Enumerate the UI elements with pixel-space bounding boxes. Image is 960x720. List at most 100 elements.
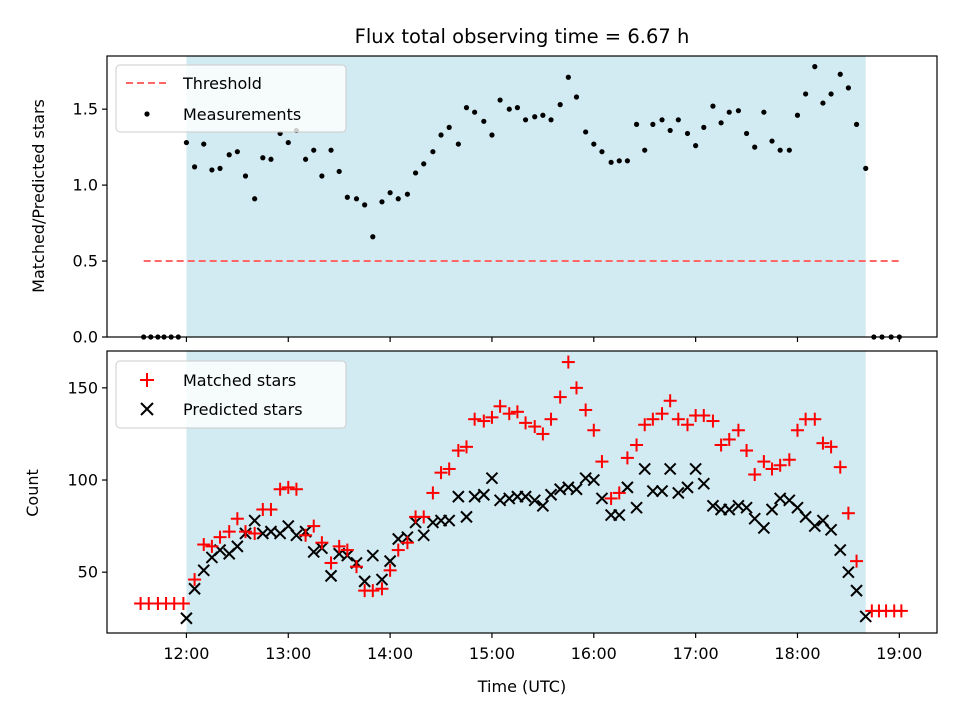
measurement-point (828, 91, 834, 97)
measurement-point (718, 120, 724, 126)
matched-star-point (442, 462, 456, 476)
predicted-star-point (536, 499, 550, 513)
measurement-point (362, 202, 368, 208)
predicted-star-point (231, 540, 244, 553)
x-tick-label: 16:00 (571, 644, 617, 663)
matched-star-point (663, 394, 677, 408)
x-axis-label: Time (UTC) (477, 677, 566, 696)
predicted-star-point (859, 610, 872, 623)
matched-star-point (595, 455, 609, 469)
measurement-point (573, 94, 580, 100)
measurement-point (812, 64, 818, 70)
matched-star-point (375, 582, 389, 596)
matched-star-point (638, 418, 652, 432)
measurement-point (633, 121, 640, 127)
matched-star-point (731, 423, 745, 437)
measurement-point (344, 194, 350, 200)
matched-star-point (808, 412, 822, 426)
matched-star-point (176, 597, 190, 611)
bottom-legend: Matched stars Predicted stars (115, 360, 347, 429)
matched-star-point (740, 444, 754, 458)
measurement-point (311, 147, 317, 153)
measurement-point (616, 158, 622, 164)
measurement-point (710, 103, 716, 109)
measurement-point (446, 124, 452, 130)
predicted-star-point (477, 488, 491, 501)
measurement-point (489, 132, 495, 138)
predicted-star-point (290, 529, 303, 542)
top-legend: Threshold Measurements (115, 64, 347, 133)
matched-star-point (620, 451, 634, 465)
matched-star-point (824, 440, 838, 454)
top-y-tick-label: 1.5 (73, 100, 98, 119)
top-axes-frame (106, 55, 938, 338)
matched-star-point (222, 525, 236, 539)
measurement-point (463, 105, 470, 111)
predicted-star-point (808, 519, 821, 533)
matched-star-point (426, 486, 440, 500)
predicted-star-point (570, 483, 583, 496)
measurement-point (853, 121, 860, 127)
measurement-point (522, 117, 529, 123)
measurement-point (302, 156, 309, 162)
predicted-star-point (595, 492, 609, 505)
measurement-point (726, 109, 732, 115)
predicted-star-point (773, 492, 787, 505)
x-tick-label: 17:00 (673, 644, 719, 663)
measurement-point (583, 129, 589, 135)
predicted-star-point (630, 501, 643, 514)
matched-star-point (816, 436, 830, 450)
measurement-point (472, 109, 478, 115)
matched-star-point (239, 525, 253, 539)
predicted-star-point (697, 477, 710, 490)
x-tick-label: 19:00 (876, 644, 922, 663)
matched-star-point (366, 584, 380, 598)
measurement-point (650, 121, 656, 127)
matched-star-point (561, 355, 575, 369)
predicted-star-point (748, 512, 761, 525)
measurement-point (514, 105, 521, 111)
top-panel: 0.0 0.5 1.0 1.5 Matched/Predicted stars Thr… (29, 55, 938, 347)
matched-star-point (655, 407, 669, 421)
legend-matched-swatch (140, 373, 154, 387)
measurement-point (803, 91, 809, 97)
predicted-star-point (740, 501, 753, 514)
measurement-point (191, 164, 198, 170)
measurement-point (234, 149, 240, 155)
predicted-star-point (528, 494, 541, 507)
matched-star-point (264, 503, 278, 517)
matched-star-point (680, 418, 694, 432)
matched-star-point (544, 412, 558, 426)
measurement-point (421, 161, 427, 167)
measurement-point (820, 100, 826, 106)
top-y-label: Matched/Predicted stars (29, 99, 48, 293)
measurement-point (548, 117, 554, 123)
measurement-point (837, 71, 843, 77)
measurement-point (404, 191, 411, 197)
predicted-star-point (248, 514, 261, 527)
measurement-point (183, 139, 190, 146)
measurement-point (226, 152, 232, 158)
matched-star-point (459, 440, 473, 454)
predicted-star-point (452, 490, 465, 503)
measurement-point (412, 170, 419, 176)
measurement-point (252, 196, 258, 202)
measurement-point (642, 147, 648, 153)
measurement-point (540, 112, 546, 118)
measurement-point (863, 165, 869, 171)
matched-star-point (248, 526, 262, 540)
measurement-point (591, 141, 597, 147)
measurement-point (693, 143, 699, 149)
matched-star-point (315, 536, 329, 550)
predicted-star-point (655, 484, 669, 498)
top-y-ticks: 0.0 0.5 1.0 1.5 (73, 100, 107, 347)
matched-star-point (510, 405, 524, 419)
matched-star-point (765, 462, 779, 476)
matched-star-point (451, 444, 465, 458)
matched-star-point (468, 412, 482, 426)
measurement-point (786, 147, 792, 153)
measurement-point (684, 130, 691, 137)
matched-star-point (833, 460, 847, 474)
measurement-point (701, 124, 707, 130)
predicted-stars-points (180, 462, 872, 625)
